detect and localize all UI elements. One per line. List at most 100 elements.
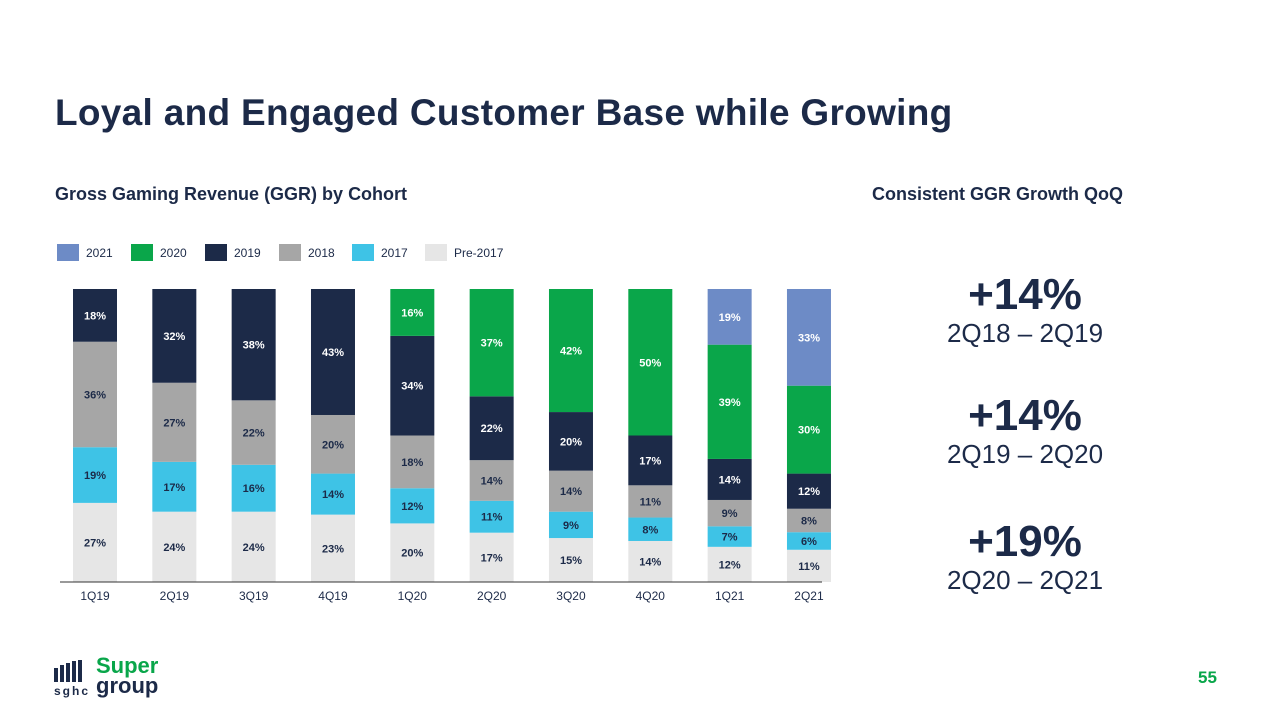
bar-segment-2q21-2018	[786, 508, 831, 533]
legend-label-2020: 2020	[160, 246, 187, 260]
growth-stat-3: +19% 2Q20 – 2Q21	[900, 519, 1150, 596]
bar-segment-1q21-2019	[707, 458, 752, 500]
bar-segment-1q20-2017	[390, 488, 435, 524]
legend-item-2017: 2017	[352, 244, 408, 261]
growth-value: +14%	[968, 391, 1082, 440]
data-label-3q20-2020: 42%	[560, 346, 582, 358]
bar-segment-1q20-2018	[390, 435, 435, 489]
chart-title: Gross Gaming Revenue (GGR) by Cohort	[55, 184, 408, 204]
data-label-2q20-2019: 22%	[481, 423, 503, 435]
data-label-2q21-2021: 33%	[798, 332, 820, 344]
growth-stat-2: +14% 2Q19 – 2Q20	[900, 391, 1150, 470]
page-number: 55	[1198, 668, 1217, 687]
data-label-3q20-2017: 9%	[563, 520, 579, 532]
bar-segment-4q20-2017	[628, 517, 673, 541]
bar-segment-2q19-2018	[152, 382, 197, 462]
x-tick-label-2q19: 2Q19	[160, 589, 190, 603]
legend-item-2018: 2018	[279, 244, 335, 261]
bar-segment-3q20-2018	[548, 470, 593, 512]
legend-label-2017: 2017	[381, 246, 408, 260]
data-label-3q20-pre-2017: 15%	[560, 555, 582, 567]
bar-segment-2q20-2020	[469, 289, 514, 397]
x-tick-label-3q19: 3Q19	[239, 589, 269, 603]
bar-segment-1q20-2019	[390, 335, 435, 436]
bar-segment-4q20-2020	[628, 289, 673, 436]
bar-segment-1q21-2017	[707, 526, 752, 547]
legend-label-pre-2017: Pre-2017	[454, 246, 504, 260]
x-tick-label-2q21: 2Q21	[794, 589, 824, 603]
growth-period: 2Q19 – 2Q20	[946, 439, 1104, 469]
bar-segment-1q19-pre-2017	[73, 502, 117, 582]
bar-segment-2q21-2021	[786, 289, 831, 386]
bar-segment-3q20-2019	[548, 412, 593, 471]
data-label-2q21-pre-2017: 11%	[798, 561, 820, 573]
bar-segment-1q21-2021	[707, 289, 752, 345]
data-label-2q20-2018: 14%	[481, 475, 503, 487]
legend-label-2019: 2019	[234, 246, 261, 260]
legend-swatch-2020	[131, 244, 153, 261]
bar-segment-1q21-pre-2017	[707, 546, 752, 582]
data-label-1q19-2018: 36%	[84, 389, 106, 401]
data-label-2q19-2018: 27%	[163, 417, 185, 429]
x-tick-label-1q21: 1Q21	[715, 589, 745, 603]
data-label-1q20-2017: 12%	[401, 501, 423, 513]
data-label-1q19-pre-2017: 27%	[84, 537, 106, 549]
data-label-2q19-pre-2017: 24%	[163, 542, 185, 554]
data-label-1q20-2018: 18%	[401, 457, 423, 469]
bar-segment-3q19-2017	[231, 464, 276, 512]
bar-segment-3q20-2020	[548, 289, 593, 413]
bar-segment-1q20-2020	[390, 289, 435, 336]
x-axis-ticks: 1Q19 2Q19 3Q19 4Q19 1Q20 2Q20 3Q20 4Q20 1Q21 2Q21	[80, 589, 824, 603]
bar-segment-4q20-pre-2017	[628, 540, 673, 582]
bar-segment-1q20-pre-2017	[390, 523, 435, 582]
bar-group-2q21: 11% 6% 8% 12% 30% 33%	[786, 289, 831, 582]
bar-segment-2q20-2017	[469, 500, 514, 533]
bar-segment-2q20-2018	[469, 460, 514, 501]
legend-item-2019: 2019	[205, 244, 261, 261]
x-tick-label-3q20: 3Q20	[556, 589, 586, 603]
data-label-3q19-2019: 38%	[243, 340, 265, 352]
data-label-2q21-2018: 8%	[801, 515, 817, 527]
logo-word-super: Super	[96, 653, 159, 678]
company-logo: sghc Super group	[54, 653, 174, 700]
data-label-2q20-2020: 37%	[481, 338, 503, 350]
legend-swatch-2018	[279, 244, 301, 261]
data-label-1q19-2019: 18%	[84, 310, 106, 322]
data-label-1q21-2021: 19%	[719, 312, 741, 324]
data-label-4q20-2017: 8%	[642, 524, 658, 536]
bar-segment-3q19-2019	[231, 289, 276, 401]
x-tick-label-2q20: 2Q20	[477, 589, 507, 603]
bar-segment-2q21-2017	[786, 532, 831, 550]
logo-wordmark: Super group	[96, 653, 159, 697]
data-label-2q20-2017: 11%	[481, 512, 503, 524]
bar-group-4q19: 23% 14% 20% 43%	[310, 289, 355, 582]
bar-segment-1q21-2018	[707, 499, 752, 527]
data-label-2q21-2017: 6%	[801, 536, 817, 548]
bar-group-4q20: 14% 8% 11% 17% 50%	[628, 289, 673, 582]
data-label-2q21-2019: 12%	[798, 486, 820, 498]
bar-segment-2q21-2019	[786, 473, 831, 509]
data-label-3q20-2019: 20%	[560, 436, 582, 448]
legend-label-2021: 2021	[86, 246, 113, 260]
legend-label-2018: 2018	[308, 246, 335, 260]
data-label-2q19-2019: 32%	[163, 331, 185, 343]
data-label-3q19-pre-2017: 24%	[243, 542, 265, 554]
x-tick-label-1q20: 1Q20	[398, 589, 428, 603]
bar-segment-1q21-2020	[707, 344, 752, 459]
data-label-1q20-2020: 16%	[401, 307, 423, 319]
data-label-1q21-2020: 39%	[719, 397, 741, 409]
bar-segment-4q20-2018	[628, 485, 673, 518]
legend-swatch-2017	[352, 244, 374, 261]
data-label-1q19-2017: 19%	[84, 470, 106, 482]
bar-segment-2q21-2020	[786, 385, 831, 474]
bar-segment-2q21-pre-2017	[786, 549, 831, 582]
x-tick-label-4q19: 4Q19	[318, 589, 348, 603]
bar-segment-4q19-2018	[310, 414, 355, 474]
bar-segment-1q19-2019	[73, 289, 117, 342]
legend-swatch-2019	[205, 244, 227, 261]
data-label-4q20-2020: 50%	[639, 357, 661, 369]
bar-segment-2q20-2019	[469, 396, 514, 461]
data-label-4q19-2017: 14%	[322, 489, 344, 501]
bar-segment-1q19-2018	[73, 341, 117, 448]
